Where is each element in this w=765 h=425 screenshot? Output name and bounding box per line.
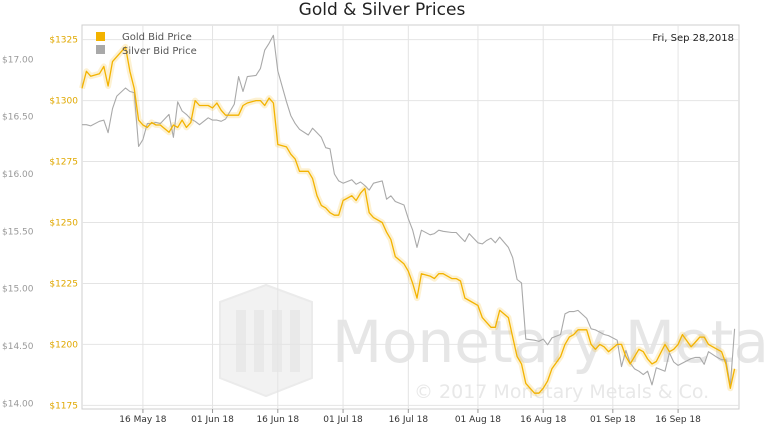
watermark-brand: Monetary Metals [332, 308, 765, 376]
gridlines [82, 25, 739, 409]
gold-axis: $1175 $1200 $1225 $1250 $1275 $1300 $1325 [49, 36, 78, 412]
plot-area [81, 24, 740, 410]
gold-tick-label: $1250 [49, 218, 78, 228]
monetary-metals-logo-icon [219, 283, 313, 398]
legend: Gold Bid Price Silver Bid Price [96, 32, 197, 57]
silver-series-line [82, 34, 736, 387]
gold-series-line [81, 46, 736, 394]
x-tick-label: 01 Jun 18 [191, 415, 234, 425]
gold-tick-label: $1200 [49, 340, 78, 350]
x-tick-label: 16 Jul 18 [389, 415, 429, 425]
legend-label-gold: Gold Bid Price [122, 32, 192, 43]
gold-tick-label: $1325 [49, 36, 78, 46]
chart-title: Gold & Silver Prices [299, 0, 466, 20]
x-tick-label: 01 Aug 18 [455, 415, 501, 425]
legend-label-silver: Silver Bid Price [122, 46, 197, 57]
legend-swatch-gold [96, 32, 105, 41]
x-tick-label: 16 Aug 18 [520, 415, 566, 425]
x-tick-label: 16 Sep 18 [655, 415, 701, 425]
x-tick-label: 01 Jul 18 [323, 415, 363, 425]
silver-axis: $14.00 $14.50 $15.00 $15.50 $16.00 $16.50 $17.… [2, 55, 34, 409]
gold-tick-label: $1275 [49, 158, 78, 168]
silver-tick-label: $16.00 [2, 170, 34, 180]
silver-tick-label: $17.00 [2, 55, 34, 65]
watermark: Monetary Metals © 2017 Monetary Metals &… [219, 283, 765, 403]
silver-tick-label: $16.50 [2, 113, 34, 123]
silver-tick-label: $15.00 [2, 285, 34, 295]
date-label: Fri, Sep 28,2018 [652, 33, 734, 44]
silver-tick-label: $14.50 [2, 342, 34, 352]
watermark-copyright: © 2017 Monetary Metals & Co. [414, 381, 709, 403]
x-tick-label: 16 May 18 [119, 415, 167, 425]
gold-tick-label: $1225 [49, 279, 78, 289]
legend-swatch-silver [96, 45, 105, 54]
silver-tick-label: $15.50 [2, 227, 34, 237]
x-tick-label: 16 Jun 18 [256, 415, 299, 425]
x-axis: 16 May 18 01 Jun 18 16 Jun 18 01 Jul 18 16 J… [119, 409, 701, 425]
x-tick-label: 01 Sep 18 [590, 415, 636, 425]
gold-tick-label: $1175 [49, 401, 78, 411]
silver-tick-label: $14.00 [2, 399, 34, 409]
gold-tick-label: $1300 [49, 97, 78, 107]
